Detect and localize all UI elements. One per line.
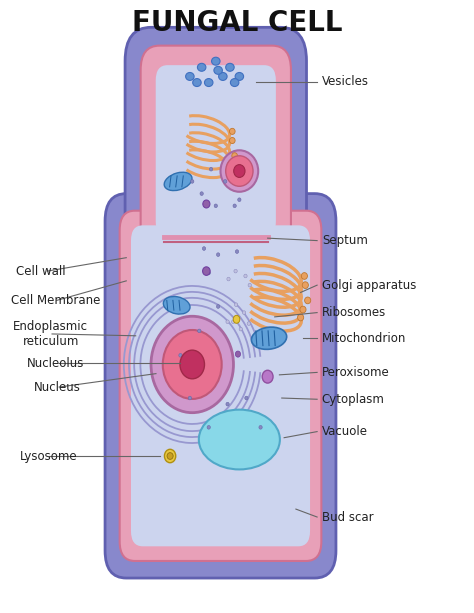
FancyBboxPatch shape [125, 28, 307, 275]
Ellipse shape [235, 303, 237, 306]
Ellipse shape [226, 402, 229, 406]
Ellipse shape [217, 253, 220, 256]
Ellipse shape [214, 66, 222, 74]
Text: Vacuole: Vacuole [322, 425, 368, 438]
Ellipse shape [227, 162, 233, 168]
Ellipse shape [226, 320, 229, 324]
Ellipse shape [301, 273, 308, 280]
FancyBboxPatch shape [131, 226, 310, 546]
Ellipse shape [199, 409, 280, 470]
Text: FUNGAL CELL: FUNGAL CELL [132, 9, 342, 37]
FancyBboxPatch shape [156, 65, 276, 237]
Ellipse shape [237, 198, 241, 202]
Text: Golgi apparatus: Golgi apparatus [322, 279, 416, 292]
Ellipse shape [207, 271, 210, 275]
Text: Bud scar: Bud scar [322, 511, 374, 524]
Ellipse shape [247, 322, 250, 326]
Ellipse shape [298, 314, 304, 321]
Text: Vesicles: Vesicles [322, 75, 369, 88]
Ellipse shape [262, 370, 273, 383]
Ellipse shape [220, 150, 258, 192]
Ellipse shape [232, 320, 235, 324]
Ellipse shape [235, 72, 244, 80]
FancyBboxPatch shape [105, 194, 336, 578]
Ellipse shape [245, 396, 248, 400]
Ellipse shape [217, 305, 220, 308]
Ellipse shape [242, 311, 246, 314]
Text: Cell wall: Cell wall [16, 265, 65, 278]
Ellipse shape [239, 327, 242, 331]
Ellipse shape [164, 297, 190, 314]
Ellipse shape [302, 282, 309, 289]
Ellipse shape [203, 200, 210, 208]
Text: Endoplasmic
reticulum: Endoplasmic reticulum [13, 320, 88, 348]
Ellipse shape [214, 204, 218, 208]
Ellipse shape [193, 78, 201, 86]
Text: Septum: Septum [322, 234, 368, 247]
Text: Peroxisome: Peroxisome [322, 366, 390, 379]
Ellipse shape [200, 192, 203, 196]
Ellipse shape [188, 396, 191, 400]
Text: Mitochondrion: Mitochondrion [322, 332, 406, 345]
Ellipse shape [211, 57, 220, 65]
FancyBboxPatch shape [119, 211, 321, 561]
Ellipse shape [229, 137, 235, 143]
Ellipse shape [230, 78, 239, 86]
Text: Ribosomes: Ribosomes [322, 306, 386, 319]
Ellipse shape [236, 249, 238, 253]
Ellipse shape [226, 63, 234, 71]
Text: Cell Membrane: Cell Membrane [11, 294, 100, 307]
Ellipse shape [204, 78, 213, 86]
Ellipse shape [248, 283, 251, 287]
Ellipse shape [224, 180, 227, 183]
Ellipse shape [186, 72, 194, 80]
Ellipse shape [207, 425, 210, 429]
Ellipse shape [202, 267, 210, 275]
Ellipse shape [219, 72, 227, 80]
Ellipse shape [300, 306, 306, 313]
Ellipse shape [305, 297, 311, 304]
Ellipse shape [234, 269, 237, 273]
Text: Nucleus: Nucleus [35, 381, 81, 394]
Ellipse shape [232, 153, 237, 159]
Ellipse shape [191, 180, 194, 183]
Ellipse shape [236, 351, 240, 357]
Text: Nucleolus: Nucleolus [27, 357, 85, 370]
Ellipse shape [244, 274, 247, 278]
Text: Cytoplasm: Cytoplasm [322, 393, 385, 406]
Text: Lysosome: Lysosome [20, 449, 78, 462]
Ellipse shape [234, 165, 245, 177]
Ellipse shape [164, 449, 176, 463]
FancyBboxPatch shape [141, 45, 291, 256]
Ellipse shape [251, 327, 287, 349]
Ellipse shape [179, 354, 182, 357]
Ellipse shape [210, 167, 213, 171]
Ellipse shape [229, 128, 235, 134]
Ellipse shape [198, 329, 201, 333]
Ellipse shape [202, 246, 206, 250]
Ellipse shape [233, 204, 237, 208]
Ellipse shape [151, 316, 234, 413]
Ellipse shape [163, 330, 222, 399]
Ellipse shape [233, 315, 240, 323]
Ellipse shape [180, 350, 204, 379]
Ellipse shape [227, 277, 230, 281]
Ellipse shape [197, 63, 206, 71]
Ellipse shape [164, 172, 192, 191]
Ellipse shape [226, 156, 253, 186]
Ellipse shape [167, 452, 173, 459]
Ellipse shape [259, 425, 262, 429]
